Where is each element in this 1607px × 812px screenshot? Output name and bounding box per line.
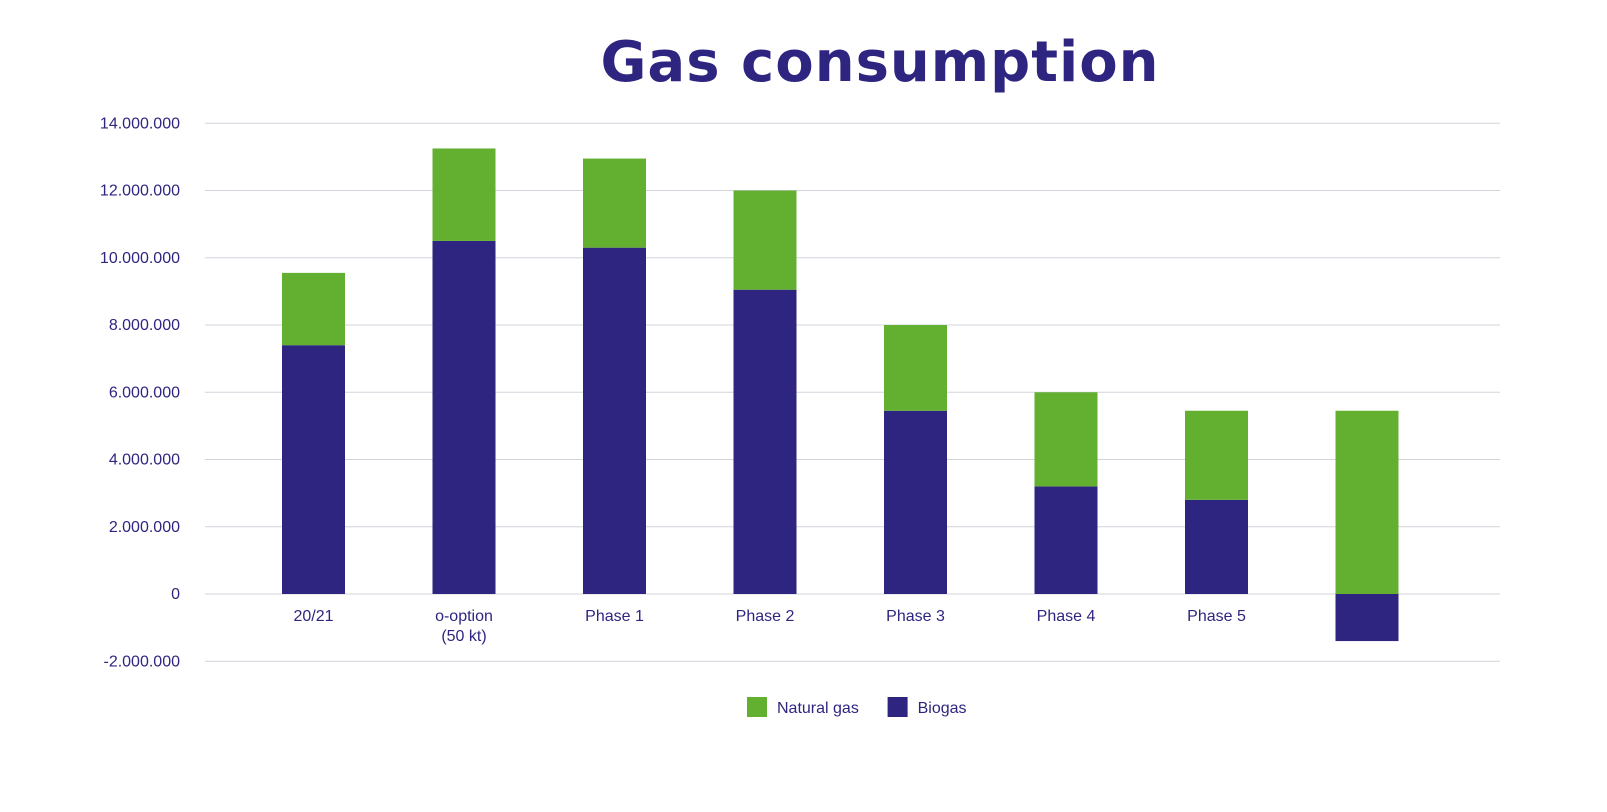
- x-tick-label: o-option: [435, 608, 493, 625]
- y-tick-label: 8.000.000: [109, 317, 180, 334]
- bar-natural-gas: [1034, 392, 1098, 487]
- legend-label: Natural gas: [777, 700, 859, 717]
- bar-natural-gas: [282, 272, 345, 346]
- x-tick-label: Phase 4: [1037, 608, 1096, 625]
- x-tick-label: Phase 5: [1187, 608, 1246, 625]
- legend: Natural gas Biogas: [747, 697, 967, 717]
- y-tick-label: 14.000.000: [100, 115, 180, 132]
- y-tick-label: -2.000.000: [103, 653, 180, 670]
- x-tick-label: Phase 6: [1338, 608, 1397, 625]
- bar-natural-gas: [432, 148, 496, 241]
- bar-natural-gas: [583, 158, 646, 248]
- bar-biogas: [432, 240, 496, 594]
- bar-biogas: [1335, 594, 1399, 642]
- y-tick-label: 4.000.000: [109, 452, 180, 469]
- legend-label: Biogas: [918, 700, 967, 717]
- bar-biogas: [733, 289, 797, 594]
- y-tick-label: 6.000.000: [109, 384, 180, 401]
- bar-natural-gas: [1335, 410, 1399, 594]
- x-tick-label: Phase 3: [886, 608, 945, 625]
- bar-biogas: [282, 345, 345, 594]
- legend-swatch: [887, 697, 908, 717]
- bars: [282, 148, 1399, 642]
- chart-title: Gas consumption: [600, 30, 1160, 95]
- y-tick-label: 10.000.000: [100, 250, 180, 267]
- y-axis-ticks: 14.000.000 12.000.000 10.000.000 8.000.000 6…: [100, 115, 180, 670]
- y-tick-label: 2.000.000: [109, 519, 180, 536]
- x-axis-ticks: 20/21 o-option (50 kt) Phase 1 Phase 2 Phase …: [293, 608, 1396, 645]
- legend-swatch: [747, 697, 767, 717]
- bar-biogas: [884, 410, 947, 594]
- x-tick-label: (50 kt): [441, 628, 486, 645]
- bar-biogas: [583, 247, 646, 594]
- bar-natural-gas: [1185, 410, 1248, 500]
- x-tick-label: Phase 2: [736, 608, 795, 625]
- y-tick-label: 0: [171, 586, 180, 603]
- bar-biogas: [1034, 486, 1098, 594]
- grid-lines: [205, 122, 1500, 662]
- x-tick-label: 20/21: [293, 608, 333, 625]
- bar-biogas: [1185, 499, 1248, 594]
- bar-natural-gas: [733, 190, 797, 290]
- bar-natural-gas: [884, 325, 947, 411]
- x-tick-label: Phase 1: [585, 608, 644, 625]
- y-tick-label: 12.000.000: [100, 183, 180, 200]
